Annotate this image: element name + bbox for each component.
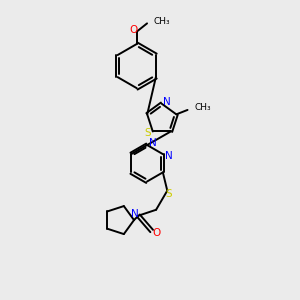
Text: N: N	[165, 151, 172, 160]
Text: N: N	[163, 97, 171, 107]
Text: S: S	[165, 189, 172, 199]
Text: O: O	[129, 25, 137, 34]
Text: CH₃: CH₃	[195, 103, 211, 112]
Text: CH₃: CH₃	[154, 17, 170, 26]
Text: S: S	[144, 128, 151, 138]
Text: O: O	[153, 228, 161, 238]
Text: N: N	[131, 209, 139, 219]
Text: N: N	[149, 138, 157, 148]
